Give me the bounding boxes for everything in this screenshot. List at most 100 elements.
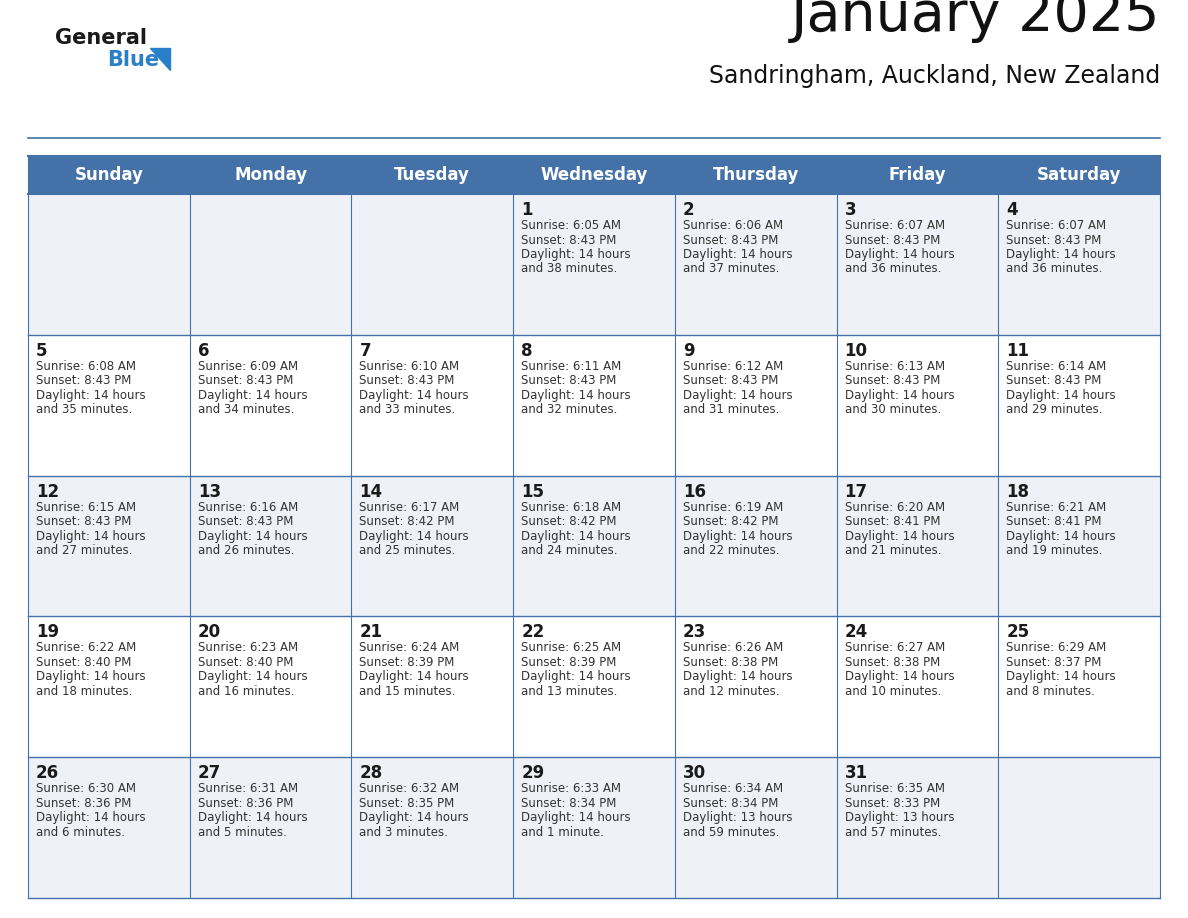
Bar xyxy=(836,476,998,616)
Text: 30: 30 xyxy=(683,764,706,782)
Text: Sunset: 8:43 PM: Sunset: 8:43 PM xyxy=(845,233,940,247)
Text: Sunset: 8:39 PM: Sunset: 8:39 PM xyxy=(522,655,617,669)
Text: Sunrise: 6:22 AM: Sunrise: 6:22 AM xyxy=(36,642,137,655)
Text: and 34 minutes.: and 34 minutes. xyxy=(197,403,295,416)
Text: and 36 minutes.: and 36 minutes. xyxy=(845,263,941,275)
Text: 5: 5 xyxy=(36,341,48,360)
Text: and 1 minute.: and 1 minute. xyxy=(522,825,604,839)
Text: and 13 minutes.: and 13 minutes. xyxy=(522,685,618,698)
Text: Sunset: 8:38 PM: Sunset: 8:38 PM xyxy=(683,655,778,669)
Bar xyxy=(190,616,352,757)
Text: Sunrise: 6:10 AM: Sunrise: 6:10 AM xyxy=(360,360,460,373)
Text: Sunrise: 6:26 AM: Sunrise: 6:26 AM xyxy=(683,642,783,655)
Text: Sunrise: 6:09 AM: Sunrise: 6:09 AM xyxy=(197,360,298,373)
Bar xyxy=(29,616,190,757)
Text: Sunset: 8:43 PM: Sunset: 8:43 PM xyxy=(845,375,940,387)
Text: 31: 31 xyxy=(845,764,867,782)
Bar xyxy=(352,194,513,335)
Text: and 35 minutes.: and 35 minutes. xyxy=(36,403,132,416)
Text: Daylight: 14 hours: Daylight: 14 hours xyxy=(197,530,308,543)
Text: and 19 minutes.: and 19 minutes. xyxy=(1006,544,1102,557)
Text: Daylight: 14 hours: Daylight: 14 hours xyxy=(197,389,308,402)
Text: Sunset: 8:36 PM: Sunset: 8:36 PM xyxy=(197,797,293,810)
Text: Daylight: 14 hours: Daylight: 14 hours xyxy=(36,389,146,402)
Bar xyxy=(836,194,998,335)
Bar xyxy=(675,757,836,898)
Text: Sunrise: 6:18 AM: Sunrise: 6:18 AM xyxy=(522,500,621,513)
Text: January 2025: January 2025 xyxy=(790,0,1159,43)
Bar xyxy=(836,757,998,898)
Text: Daylight: 14 hours: Daylight: 14 hours xyxy=(845,248,954,261)
Text: 9: 9 xyxy=(683,341,695,360)
Text: Sunset: 8:36 PM: Sunset: 8:36 PM xyxy=(36,797,132,810)
Polygon shape xyxy=(150,48,170,70)
Text: and 10 minutes.: and 10 minutes. xyxy=(845,685,941,698)
Text: 3: 3 xyxy=(845,201,857,219)
Text: 12: 12 xyxy=(36,483,59,500)
Text: and 8 minutes.: and 8 minutes. xyxy=(1006,685,1095,698)
Text: Sunrise: 6:07 AM: Sunrise: 6:07 AM xyxy=(845,219,944,232)
Text: Sunrise: 6:27 AM: Sunrise: 6:27 AM xyxy=(845,642,944,655)
Text: Sunrise: 6:32 AM: Sunrise: 6:32 AM xyxy=(360,782,460,795)
Text: Sunset: 8:33 PM: Sunset: 8:33 PM xyxy=(845,797,940,810)
Text: 15: 15 xyxy=(522,483,544,500)
Bar xyxy=(675,335,836,476)
Text: Sunrise: 6:12 AM: Sunrise: 6:12 AM xyxy=(683,360,783,373)
Text: and 22 minutes.: and 22 minutes. xyxy=(683,544,779,557)
Text: Sunset: 8:43 PM: Sunset: 8:43 PM xyxy=(360,375,455,387)
Text: Daylight: 14 hours: Daylight: 14 hours xyxy=(1006,389,1116,402)
Text: and 18 minutes.: and 18 minutes. xyxy=(36,685,132,698)
Text: Sunset: 8:37 PM: Sunset: 8:37 PM xyxy=(1006,655,1101,669)
Text: 10: 10 xyxy=(845,341,867,360)
Bar xyxy=(352,476,513,616)
Text: Sunrise: 6:15 AM: Sunrise: 6:15 AM xyxy=(36,500,137,513)
Text: 1: 1 xyxy=(522,201,532,219)
Text: Sunset: 8:42 PM: Sunset: 8:42 PM xyxy=(522,515,617,528)
Text: 22: 22 xyxy=(522,623,544,642)
Text: Sunrise: 6:24 AM: Sunrise: 6:24 AM xyxy=(360,642,460,655)
Bar xyxy=(352,616,513,757)
Text: Sunset: 8:43 PM: Sunset: 8:43 PM xyxy=(683,233,778,247)
Text: Daylight: 14 hours: Daylight: 14 hours xyxy=(36,530,146,543)
Bar xyxy=(998,476,1159,616)
Text: Sunset: 8:41 PM: Sunset: 8:41 PM xyxy=(1006,515,1101,528)
Text: Sunset: 8:34 PM: Sunset: 8:34 PM xyxy=(683,797,778,810)
Text: Sunset: 8:43 PM: Sunset: 8:43 PM xyxy=(36,515,132,528)
Text: 20: 20 xyxy=(197,623,221,642)
Text: Sunrise: 6:34 AM: Sunrise: 6:34 AM xyxy=(683,782,783,795)
Text: and 30 minutes.: and 30 minutes. xyxy=(845,403,941,416)
Bar xyxy=(29,757,190,898)
Text: Daylight: 13 hours: Daylight: 13 hours xyxy=(845,812,954,824)
Bar xyxy=(352,757,513,898)
Text: Sunset: 8:43 PM: Sunset: 8:43 PM xyxy=(522,233,617,247)
Bar xyxy=(29,156,1159,194)
Text: and 3 minutes.: and 3 minutes. xyxy=(360,825,448,839)
Text: Sunrise: 6:17 AM: Sunrise: 6:17 AM xyxy=(360,500,460,513)
Text: and 6 minutes.: and 6 minutes. xyxy=(36,825,125,839)
Text: 26: 26 xyxy=(36,764,59,782)
Text: Tuesday: Tuesday xyxy=(394,166,470,184)
Text: Daylight: 14 hours: Daylight: 14 hours xyxy=(683,670,792,683)
Bar xyxy=(998,335,1159,476)
Text: and 16 minutes.: and 16 minutes. xyxy=(197,685,295,698)
Bar xyxy=(998,194,1159,335)
Text: Daylight: 14 hours: Daylight: 14 hours xyxy=(522,248,631,261)
Text: Friday: Friday xyxy=(889,166,946,184)
Text: 14: 14 xyxy=(360,483,383,500)
Text: Sunset: 8:42 PM: Sunset: 8:42 PM xyxy=(683,515,778,528)
Text: 28: 28 xyxy=(360,764,383,782)
Text: and 57 minutes.: and 57 minutes. xyxy=(845,825,941,839)
Text: and 38 minutes.: and 38 minutes. xyxy=(522,263,618,275)
Text: Sunset: 8:43 PM: Sunset: 8:43 PM xyxy=(1006,233,1101,247)
Text: Sunset: 8:40 PM: Sunset: 8:40 PM xyxy=(197,655,293,669)
Text: and 27 minutes.: and 27 minutes. xyxy=(36,544,133,557)
Text: Daylight: 14 hours: Daylight: 14 hours xyxy=(197,670,308,683)
Text: and 36 minutes.: and 36 minutes. xyxy=(1006,263,1102,275)
Bar xyxy=(998,616,1159,757)
Text: Sunset: 8:42 PM: Sunset: 8:42 PM xyxy=(360,515,455,528)
Text: Daylight: 14 hours: Daylight: 14 hours xyxy=(36,812,146,824)
Text: Daylight: 14 hours: Daylight: 14 hours xyxy=(1006,248,1116,261)
Bar xyxy=(29,194,190,335)
Text: 29: 29 xyxy=(522,764,544,782)
Text: Sunrise: 6:07 AM: Sunrise: 6:07 AM xyxy=(1006,219,1106,232)
